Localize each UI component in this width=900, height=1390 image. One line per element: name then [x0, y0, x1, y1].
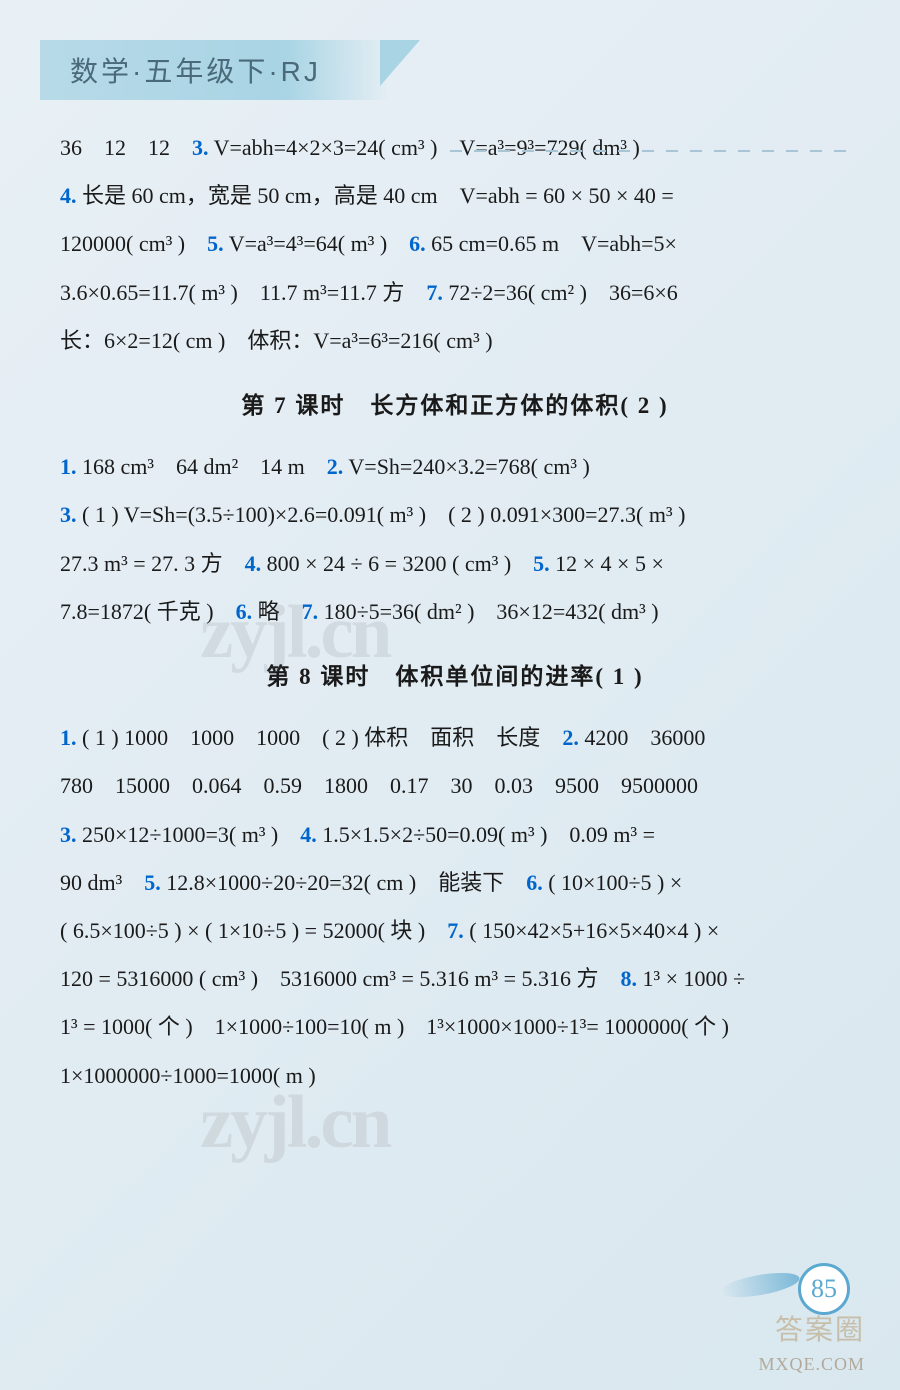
header-decoration-dots [450, 150, 850, 152]
answer-text: 65 cm=0.65 m V=abh=5× [426, 231, 677, 256]
page-container: 数学·五年级下·RJ 36 12 12 3. V=abh=4×2×3=24( c… [0, 0, 900, 1390]
top-line-5: 长：6×2=12( cm ) 体积：V=a³=6³=216( cm³ ) [60, 318, 850, 364]
answer-text: ( 10×100÷5 ) × [543, 870, 683, 895]
question-num-7: 7. [426, 280, 443, 305]
answer-text: 1³ × 1000 ÷ [637, 966, 745, 991]
s8-line-2: 780 15000 0.064 0.59 1800 0.17 30 0.03 9… [60, 763, 850, 809]
s8-line-6: 120 = 5316000 ( cm³ ) 5316000 cm³ = 5.31… [60, 956, 850, 1002]
question-num-4: 4. [60, 183, 77, 208]
answer-text: 120000( cm³ ) [60, 231, 207, 256]
answer-text: 250×12÷1000=3( m³ ) [77, 822, 301, 847]
answer-text: 120 = 5316000 ( cm³ ) 5316000 cm³ = 5.31… [60, 966, 621, 991]
question-num-1: 1. [60, 454, 77, 479]
text-prefix: 36 12 12 [60, 135, 192, 160]
s8-line-8: 1×1000000÷1000=1000( m ) [60, 1053, 850, 1099]
top-line-3: 120000( cm³ ) 5. V=a³=4³=64( m³ ) 6. 65 … [60, 221, 850, 267]
s7-line-2: 3. ( 1 ) V=Sh=(3.5÷100)×2.6=0.091( m³ ) … [60, 492, 850, 538]
answer-text: V=abh=4×2×3=24( cm³ ) V=a³=9³=729( dm³ ) [209, 135, 640, 160]
s8-line-1: 1. ( 1 ) 1000 1000 1000 ( 2 ) 体积 面积 长度 2… [60, 715, 850, 761]
answer-text: ( 150×42×5+16×5×40×4 ) × [464, 918, 720, 943]
s8-line-4: 90 dm³ 5. 12.8×1000÷20÷20=32( cm ) 能装下 6… [60, 860, 850, 906]
question-num-3: 3. [60, 502, 77, 527]
question-num-3: 3. [192, 135, 209, 160]
answer-text: V=Sh=240×3.2=768( cm³ ) [343, 454, 589, 479]
answer-text: ( 1 ) 1000 1000 1000 ( 2 ) 体积 面积 长度 [77, 725, 563, 750]
s8-line-3: 3. 250×12÷1000=3( m³ ) 4. 1.5×1.5×2÷50=0… [60, 812, 850, 858]
bottom-watermark-url: MXQE.COM [758, 1354, 865, 1375]
answer-text: 1×1000000÷1000=1000( m ) [60, 1063, 316, 1088]
top-line-4: 3.6×0.65=11.7( m³ ) 11.7 m³=11.7 方 7. 72… [60, 270, 850, 316]
content-body: 36 12 12 3. V=abh=4×2×3=24( cm³ ) V=a³=9… [60, 125, 850, 1099]
answer-text: 长：6×2=12( cm ) 体积：V=a³=6³=216( cm³ ) [60, 328, 493, 353]
section-7-title: 第 7 课时 长方体和正方体的体积( 2 ) [60, 382, 850, 430]
header-title: 数学·五年级下·RJ [70, 56, 321, 87]
answer-text: 3.6×0.65=11.7( m³ ) 11.7 m³=11.7 方 [60, 280, 426, 305]
question-num-2: 2. [562, 725, 579, 750]
header-banner: 数学·五年级下·RJ [40, 40, 390, 100]
answer-text: ( 6.5×100÷5 ) × ( 1×10÷5 ) = 52000( 块 ) [60, 918, 447, 943]
answer-text: 略 [252, 599, 302, 624]
s7-line-3: 27.3 m³ = 27. 3 方 4. 800 × 24 ÷ 6 = 3200… [60, 541, 850, 587]
s7-line-4: 7.8=1872( 千克 ) 6. 略 7. 180÷5=36( dm² ) 3… [60, 589, 850, 635]
question-num-6: 6. [526, 870, 543, 895]
question-num-6: 6. [409, 231, 426, 256]
answer-text: ( 1 ) V=Sh=(3.5÷100)×2.6=0.091( m³ ) ( 2… [77, 502, 686, 527]
answer-text: 12.8×1000÷20÷20=32( cm ) 能装下 [161, 870, 527, 895]
question-num-7: 7. [302, 599, 319, 624]
question-num-6: 6. [236, 599, 253, 624]
answer-text: 800 × 24 ÷ 6 = 3200 ( cm³ ) [261, 551, 533, 576]
top-line-2: 4. 长是 60 cm，宽是 50 cm，高是 40 cm V=abh = 60… [60, 173, 850, 219]
top-line-1: 36 12 12 3. V=abh=4×2×3=24( cm³ ) V=a³=9… [60, 125, 850, 171]
question-num-4: 4. [245, 551, 262, 576]
answer-text: 72÷2=36( cm² ) 36=6×6 [443, 280, 678, 305]
answer-text: 90 dm³ [60, 870, 144, 895]
question-num-7: 7. [447, 918, 464, 943]
answer-text: 780 15000 0.064 0.59 1800 0.17 30 0.03 9… [60, 773, 698, 798]
answer-text: 1.5×1.5×2÷50=0.09( m³ ) 0.09 m³ = [317, 822, 655, 847]
question-num-8: 8. [621, 966, 638, 991]
answer-text: 12 × 4 × 5 × [550, 551, 664, 576]
answer-text: 4200 36000 [579, 725, 706, 750]
s8-line-5: ( 6.5×100÷5 ) × ( 1×10÷5 ) = 52000( 块 ) … [60, 908, 850, 954]
question-num-5: 5. [533, 551, 550, 576]
section-8-title: 第 8 课时 体积单位间的进率( 1 ) [60, 653, 850, 701]
bottom-watermark-brand: 答案圈 [775, 1308, 865, 1348]
answer-text: 长是 60 cm，宽是 50 cm，高是 40 cm V=abh = 60 × … [77, 183, 674, 208]
answer-text: 168 cm³ 64 dm² 14 m [77, 454, 327, 479]
question-num-4: 4. [300, 822, 317, 847]
question-num-2: 2. [327, 454, 344, 479]
answer-text: 180÷5=36( dm² ) 36×12=432( dm³ ) [318, 599, 659, 624]
answer-text: 7.8=1872( 千克 ) [60, 599, 236, 624]
page-swoosh-decoration [719, 1268, 801, 1302]
answer-text: V=a³=4³=64( m³ ) [224, 231, 410, 256]
s8-line-7: 1³ = 1000( 个 ) 1×1000÷100=10( m ) 1³×100… [60, 1004, 850, 1050]
answer-text: 27.3 m³ = 27. 3 方 [60, 551, 245, 576]
question-num-5: 5. [207, 231, 224, 256]
question-num-5: 5. [144, 870, 161, 895]
question-num-1: 1. [60, 725, 77, 750]
answer-text: 1³ = 1000( 个 ) 1×1000÷100=10( m ) 1³×100… [60, 1014, 729, 1039]
s7-line-1: 1. 168 cm³ 64 dm² 14 m 2. V=Sh=240×3.2=7… [60, 444, 850, 490]
question-num-3: 3. [60, 822, 77, 847]
